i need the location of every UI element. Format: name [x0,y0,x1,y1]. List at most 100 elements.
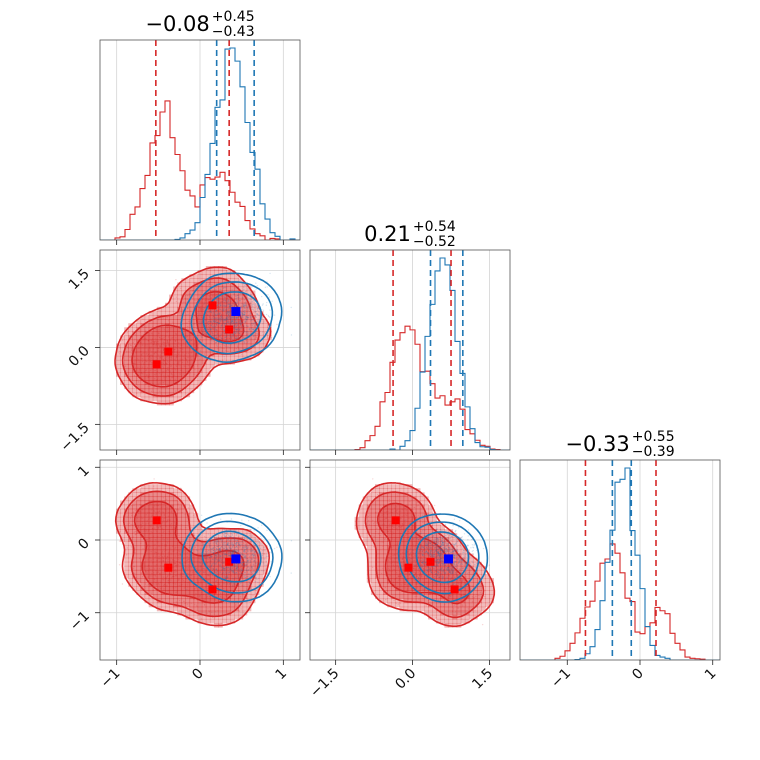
density-cell [197,315,203,320]
sample-point [226,334,229,336]
density-cell [185,376,191,381]
density-cell [205,339,211,345]
sample-point [251,291,253,293]
sample-point [181,344,183,346]
sample-point [240,334,242,337]
sample-point [225,300,227,303]
sample-point [237,337,240,339]
sample-point [131,349,133,352]
sample-point [150,354,152,356]
density-cell [246,290,252,296]
sample-point [130,349,133,351]
sample-point [290,334,293,336]
sample-point [184,333,187,335]
sample-point [216,344,218,346]
sample-point [167,341,169,344]
density-cell [226,302,231,308]
density-cell [144,347,150,353]
density-cell [148,368,154,373]
sample-point [167,342,169,344]
sample-point [205,325,208,328]
sample-point [130,348,133,350]
sample-point [154,352,156,354]
density-cell [124,335,129,341]
sample-point [172,349,175,351]
density-cell [169,306,174,312]
sample-point [166,356,169,358]
sample-point [206,318,208,320]
sample-point [180,287,182,290]
density-cell [173,359,178,365]
density-cell [193,529,199,534]
density-cell [242,286,248,292]
sample-point [247,314,249,316]
sample-point [172,321,174,323]
sample-point [169,344,171,347]
density-cell [246,310,252,316]
sample-point [140,341,142,343]
density-cell [144,323,150,328]
density-cell [181,306,187,312]
sample-point [218,349,220,351]
density-cell [234,282,240,288]
sample-point [132,362,135,365]
sample-point [214,295,217,297]
sample-point [163,339,166,341]
sample-point [216,320,218,322]
sample-point [176,365,178,368]
density-cell [218,302,223,308]
sample-point [212,327,214,329]
density-cell [148,359,154,365]
sample-point [155,341,158,344]
sample-point [136,358,138,360]
sample-point [179,350,182,352]
sample-point [256,324,258,326]
sample-point [226,321,229,324]
sample-point [252,316,254,318]
sample-point [139,366,142,368]
sample-point [134,375,136,377]
density-cell [177,298,182,304]
sample-point [224,286,227,289]
sample-point [227,309,230,311]
sample-point [147,353,150,355]
sample-point [216,324,218,326]
sample-point [163,360,166,362]
sample-point [158,344,160,346]
sample-point [208,284,210,286]
sample-point [208,330,210,333]
sample-point [209,318,211,320]
density-cell [169,319,174,324]
sample-point [169,339,171,341]
density-cell [201,294,207,300]
density-cell [152,388,158,394]
sample-point [250,322,253,324]
sample-point [147,340,150,342]
sample-point [203,353,206,355]
density-cell [189,302,195,308]
sample-point [140,353,142,356]
sample-point [142,363,145,365]
sample-point [251,324,253,327]
density-cell [226,347,231,353]
density-cell [201,298,207,304]
sample-point [172,345,175,347]
sample-point [149,348,151,350]
sample-point [243,336,245,338]
sample-point [155,374,157,376]
sample-point [175,333,177,336]
sample-point [158,347,160,349]
sample-point [166,363,168,365]
sample-point [229,317,232,319]
sample-point [130,345,133,347]
sample-point [193,330,196,332]
density-cell [156,376,162,381]
sample-point [161,379,163,381]
sample-point [166,331,168,334]
density-cell [185,302,191,308]
sample-point [133,361,135,363]
sample-point [156,351,158,353]
sample-point [156,345,158,347]
sample-point [180,375,183,378]
sample-point [167,343,170,346]
